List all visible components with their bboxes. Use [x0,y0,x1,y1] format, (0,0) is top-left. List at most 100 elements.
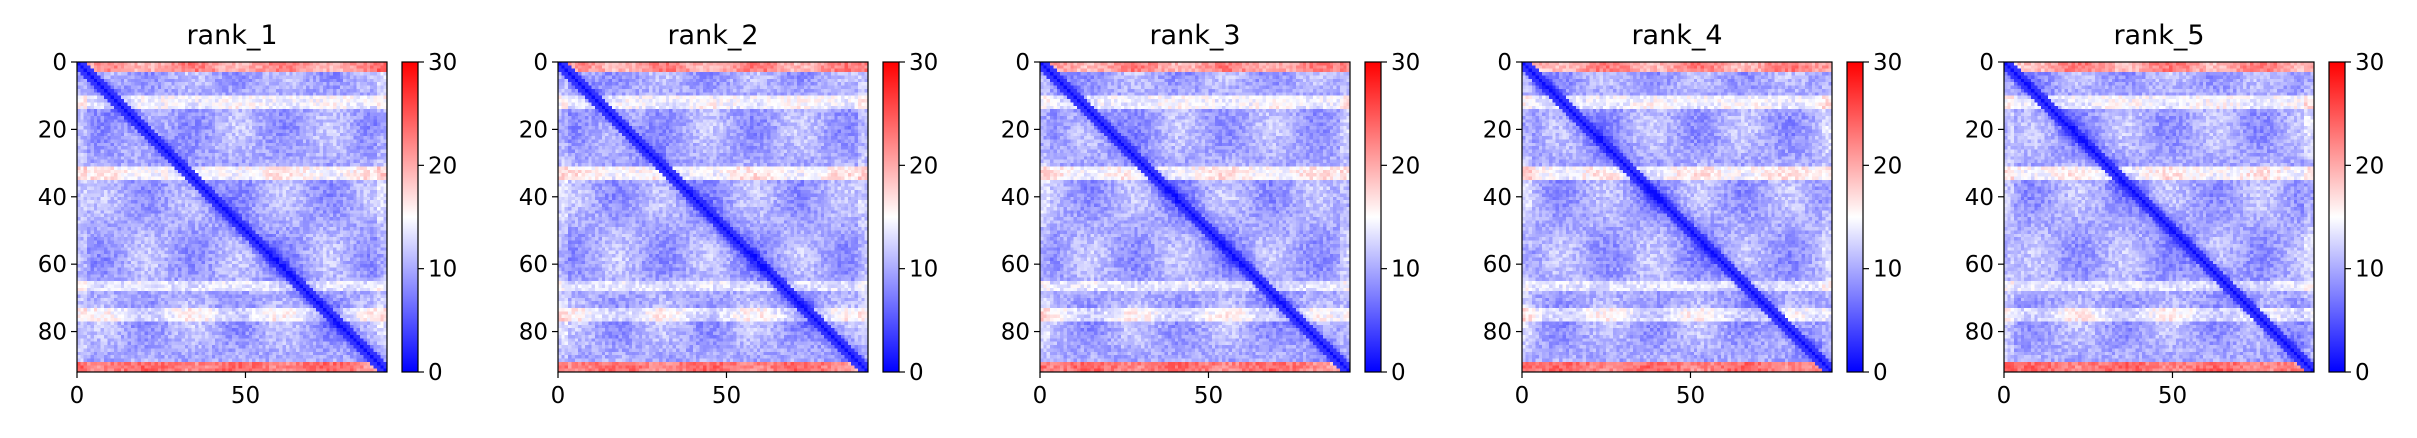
heatmap-cell [242,72,246,76]
heatmap-cell [114,79,118,83]
heatmap-cell [128,79,132,83]
heatmap-cell [198,69,202,73]
heatmap-cell [323,86,327,90]
heatmap-cell [343,79,347,83]
heatmap-cell [272,75,276,79]
heatmap-cell [151,79,155,83]
heatmap-cell [101,72,105,76]
heatmap-cell [269,69,273,73]
heatmap-cell [144,72,148,76]
heatmap-cell [188,82,192,86]
heatmap-cell [279,72,283,76]
heatmap-cell [215,69,219,73]
heatmap-cell [219,65,223,69]
heatmap-cell [370,72,374,76]
heatmap-cell [84,86,88,90]
heatmap-cell [148,65,152,69]
heatmap-cell [239,75,243,79]
heatmap-cell [259,75,263,79]
heatmap-cell [272,86,276,90]
heatmap-cell [347,86,351,90]
heatmap-cell [353,86,357,90]
heatmap-cell [380,69,384,73]
heatmap-cell [256,69,260,73]
heatmap-cell [266,82,270,86]
heatmap-cell [283,69,287,73]
heatmap-cell [323,69,327,73]
heatmap-cell [138,72,142,76]
heatmap-cell [161,82,165,86]
heatmap-cell [306,79,310,83]
heatmap-cell [131,65,135,69]
heatmap-cell [131,75,135,79]
heatmap-cell [198,86,202,90]
heatmap-cell [94,79,98,83]
heatmap-cell [104,79,108,83]
heatmap-cell [215,79,219,83]
heatmap-cell [117,79,121,83]
heatmap-cell [202,79,206,83]
heatmap-cell [316,86,320,90]
heatmap-cell [181,72,185,76]
heatmap-cell [239,86,243,90]
heatmap-cell [360,86,364,90]
heatmap-cell [181,82,185,86]
heatmap-cell [175,72,179,76]
heatmap-cell [208,65,212,69]
heatmap-cell [330,82,334,86]
heatmap-cell [107,69,111,73]
heatmap-cell [276,65,280,69]
heatmap-cell [245,69,249,73]
heatmap-cell [84,89,88,93]
heatmap-cell [347,75,351,79]
heatmap-cell [266,79,270,83]
heatmap-cell [202,72,206,76]
heatmap-cell [87,86,91,90]
heatmap-cell [97,82,101,86]
heatmap-cell [87,72,91,76]
heatmap-cell [374,65,378,69]
heatmap-cell [134,86,138,90]
heatmap-cell [316,69,320,73]
heatmap-cell [232,82,236,86]
heatmap-cell [111,75,115,79]
heatmap-cell [299,69,303,73]
heatmap-cell [310,69,314,73]
heatmap-cell [296,69,300,73]
heatmap-cell [256,72,260,76]
heatmap-cell [377,86,381,90]
heatmap-cell [303,79,307,83]
heatmap-cell [171,65,175,69]
heatmap-cell [380,82,384,86]
heatmap-cell [144,75,148,79]
heatmap-cell [208,86,212,90]
heatmap-cell [192,75,196,79]
heatmap-cell [104,69,108,73]
heatmap-cell [360,79,364,83]
heatmap-cell [121,82,125,86]
heatmap-cell [148,72,152,76]
heatmap-cell [178,82,182,86]
heatmap-cell [232,72,236,76]
heatmap-cell [367,82,371,86]
heatmap-cell [289,65,293,69]
heatmap-cell [165,69,169,73]
heatmap-cell [165,65,169,69]
heatmap-cell [124,72,128,76]
heatmap-cell [131,82,135,86]
heatmap-cell [222,65,226,69]
heatmap-cell [128,65,132,69]
heatmap-cell [252,82,256,86]
heatmap-cell [131,79,135,83]
heatmap-cell [353,75,357,79]
heatmap-cell [178,72,182,76]
heatmap-cell [168,75,172,79]
heatmap-cell [178,86,182,90]
heatmap-cell [323,72,327,76]
heatmap-cell [185,65,189,69]
heatmap-cell [208,82,212,86]
heatmap-cell [192,79,196,83]
heatmap-cell [299,65,303,69]
heatmap-cell [299,72,303,76]
heatmap-cell [272,79,276,83]
